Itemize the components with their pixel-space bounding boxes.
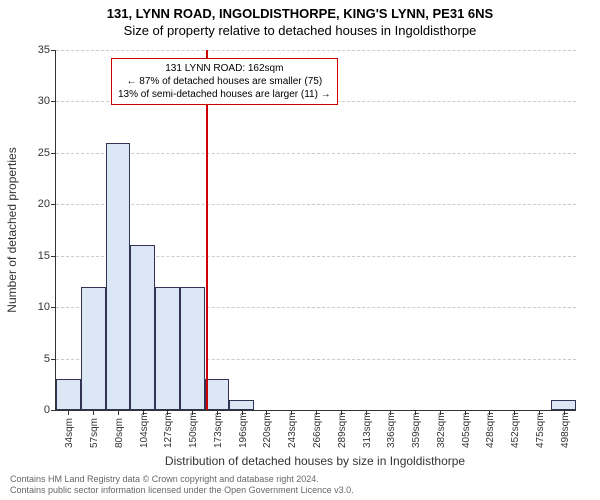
x-tick-label: 498sqm [560,412,571,448]
grid-line [56,204,576,205]
x-tick-label: 313sqm [362,412,373,448]
x-tick-label: 127sqm [163,412,174,448]
x-tick-label: 196sqm [238,412,249,448]
annotation-line: 131 LYNN ROAD: 162sqm [118,62,331,75]
y-tick-label: 5 [44,353,56,365]
x-tick-label: 428sqm [485,412,496,448]
footer-attribution: Contains HM Land Registry data © Crown c… [10,474,354,496]
annotation-box: 131 LYNN ROAD: 162sqm← 87% of detached h… [111,58,338,105]
x-tick-mark [118,410,119,415]
y-tick-label: 20 [38,198,56,210]
histogram-bar [551,400,576,410]
x-tick-label: 57sqm [89,418,100,448]
footer-line-2: Contains public sector information licen… [10,485,354,496]
y-tick-label: 15 [38,250,56,262]
y-tick-label: 25 [38,147,56,159]
x-tick-label: 104sqm [139,412,150,448]
x-tick-label: 243sqm [287,412,298,448]
x-tick-label: 266sqm [312,412,323,448]
annotation-line: ← 87% of detached houses are smaller (75… [118,75,331,88]
histogram-bar [106,143,131,410]
y-tick-label: 30 [38,95,56,107]
histogram-bar [130,245,155,410]
chart-container: 131, LYNN ROAD, INGOLDISTHORPE, KING'S L… [0,0,600,500]
x-tick-label: 220sqm [262,412,273,448]
grid-line [56,153,576,154]
y-tick-label: 0 [44,404,56,416]
histogram-bar [56,379,81,410]
x-tick-mark [68,410,69,415]
x-axis-label: Distribution of detached houses by size … [55,454,575,468]
x-tick-label: 405sqm [461,412,472,448]
x-tick-label: 289sqm [337,412,348,448]
x-tick-mark [93,410,94,415]
annotation-line: 13% of semi-detached houses are larger (… [118,88,331,101]
chart-title-sub: Size of property relative to detached ho… [0,23,600,38]
chart-title-main: 131, LYNN ROAD, INGOLDISTHORPE, KING'S L… [0,6,600,21]
histogram-bar [155,287,180,410]
grid-line [56,50,576,51]
y-tick-label: 10 [38,301,56,313]
histogram-bar [205,379,230,410]
x-tick-label: 382sqm [436,412,447,448]
x-tick-label: 359sqm [411,412,422,448]
histogram-bar [229,400,254,410]
plot-area: 0510152025303534sqm57sqm80sqm104sqm127sq… [55,50,576,411]
y-tick-label: 35 [38,44,56,56]
histogram-bar [180,287,205,410]
x-tick-label: 34sqm [64,418,75,448]
x-tick-label: 336sqm [386,412,397,448]
x-tick-label: 80sqm [114,418,125,448]
histogram-bar [81,287,106,410]
x-tick-label: 173sqm [213,412,224,448]
x-tick-label: 452sqm [510,412,521,448]
x-tick-label: 475sqm [535,412,546,448]
y-axis-label: Number of detached properties [5,147,19,312]
x-tick-label: 150sqm [188,412,199,448]
footer-line-1: Contains HM Land Registry data © Crown c… [10,474,354,485]
